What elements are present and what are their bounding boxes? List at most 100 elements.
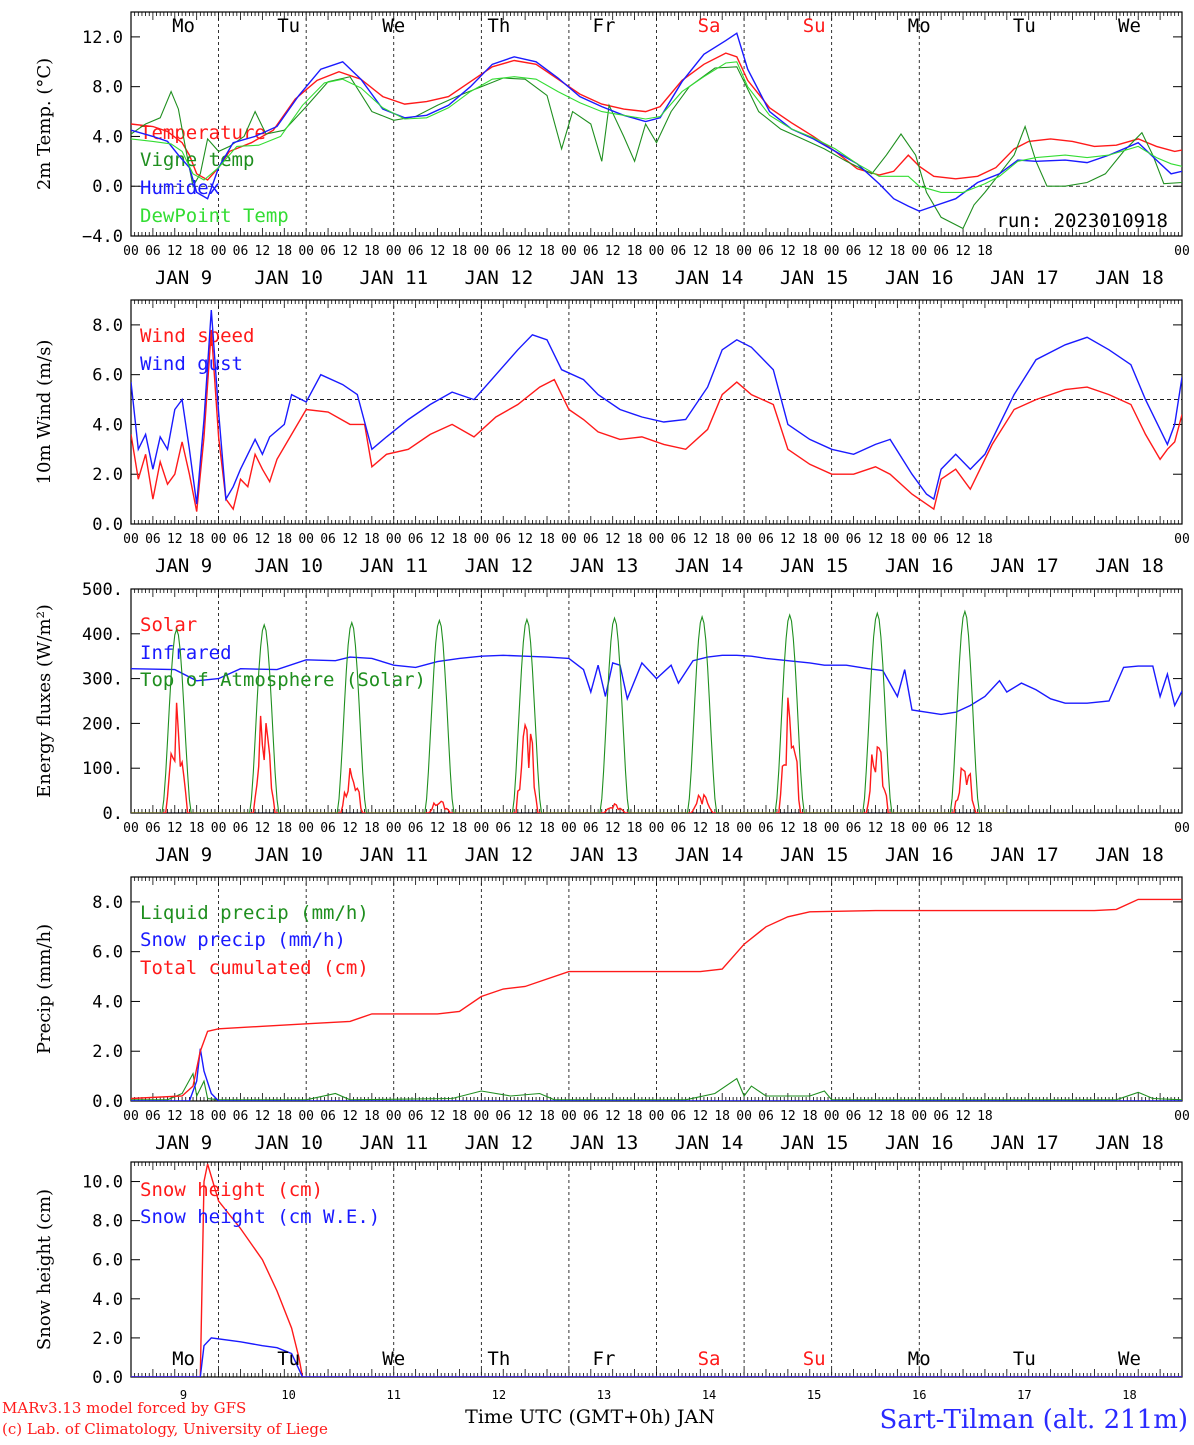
hour-tick-label: 06 — [233, 244, 249, 259]
date-label: JAN 16 — [885, 1132, 954, 1154]
y-tick-label: 0.0 — [92, 515, 123, 535]
hour-tick-label: 00 — [1174, 1109, 1190, 1124]
date-label: JAN 16 — [885, 267, 954, 289]
hour-tick-label: 18 — [627, 244, 643, 259]
hour-tick-label: 00 — [211, 532, 227, 547]
hour-tick-label: 06 — [233, 532, 249, 547]
lab-credit: (c) Lab. of Climatology, University of L… — [2, 1420, 328, 1438]
y-tick-label: 0.0 — [92, 177, 123, 197]
series-line-temperature — [131, 52, 1182, 181]
y-axis-label: 2m Temp. (°C) — [34, 58, 55, 190]
date-label: JAN 11 — [359, 844, 428, 866]
hour-tick-label: 12 — [517, 1109, 533, 1124]
hour-tick-label: 00 — [824, 244, 840, 259]
hour-tick-label: 06 — [408, 244, 424, 259]
hour-tick-label: 18 — [890, 244, 906, 259]
hour-tick-label: 18 — [802, 244, 818, 259]
hour-tick-label: 00 — [211, 1109, 227, 1124]
date-label: JAN 12 — [465, 555, 534, 577]
hour-tick-label: 06 — [583, 244, 599, 259]
series-line-solar — [131, 697, 1007, 813]
hour-tick-label: 12 — [255, 532, 271, 547]
hour-tick-label: 06 — [758, 1109, 774, 1124]
hour-tick-label: 00 — [824, 1109, 840, 1124]
y-tick-label: 200. — [82, 714, 123, 734]
hour-tick-label: 12 — [167, 244, 183, 259]
hour-tick-label: 00 — [474, 532, 490, 547]
hour-tick-label: 00 — [911, 244, 927, 259]
hour-tick-label: 12 — [955, 821, 971, 836]
run-label: run: 2023010918 — [996, 210, 1168, 232]
y-tick-label: 8.0 — [92, 1212, 123, 1232]
hour-tick-label: 00 — [736, 244, 752, 259]
x-axis-label: Time UTC (GMT+0h) JAN — [465, 1406, 715, 1428]
day-number: 18 — [1122, 1388, 1136, 1402]
legend-entry: Temperature — [140, 122, 266, 144]
station-name: Sart-Tilman (alt. 211m) — [879, 1405, 1188, 1435]
y-tick-label: 0.0 — [92, 1368, 123, 1388]
hour-tick-label: 18 — [627, 1109, 643, 1124]
hour-tick-label: 18 — [890, 821, 906, 836]
hour-tick-label: 18 — [977, 821, 993, 836]
day-number: 13 — [597, 1388, 611, 1402]
panel-frame-1 — [130, 299, 1183, 525]
hour-tick-label: 06 — [933, 532, 949, 547]
hour-tick-label: 12 — [167, 532, 183, 547]
legend-entry: Vigne temp — [140, 149, 254, 171]
series-line-snow-height-cm- — [131, 1163, 1182, 1377]
date-label: JAN 14 — [675, 267, 744, 289]
hour-tick-label: 12 — [780, 821, 796, 836]
y-tick-label: 4.0 — [92, 1290, 123, 1310]
hour-tick-label: 06 — [320, 532, 336, 547]
y-tick-label: 4.0 — [92, 415, 123, 435]
y-tick-label: 6.0 — [92, 366, 123, 386]
hour-tick-label: 06 — [495, 821, 511, 836]
day-number: 9 — [180, 1388, 187, 1402]
hour-tick-label: 18 — [276, 1109, 292, 1124]
hour-tick-label: 00 — [911, 1109, 927, 1124]
weekday-label: Su — [803, 15, 826, 37]
hour-tick-label: 06 — [758, 821, 774, 836]
hour-tick-label: 00 — [649, 244, 665, 259]
hour-tick-label: 12 — [517, 821, 533, 836]
hour-tick-label: 12 — [430, 821, 446, 836]
legend-entry: Snow height (cm) — [140, 1179, 323, 1201]
hour-tick-label: 18 — [714, 244, 730, 259]
hour-tick-label: 00 — [386, 821, 402, 836]
hour-tick-label: 18 — [802, 1109, 818, 1124]
hour-tick-label: 00 — [911, 821, 927, 836]
hour-tick-label: 06 — [671, 532, 687, 547]
weekday-label: Th — [487, 15, 510, 37]
date-label: JAN 10 — [254, 1132, 323, 1154]
hour-tick-label: 00 — [561, 244, 577, 259]
weekday-label: Sa — [698, 15, 721, 37]
y-tick-label: 8.0 — [92, 316, 123, 336]
hour-tick-label: 06 — [145, 532, 161, 547]
hour-tick-label: 06 — [408, 821, 424, 836]
date-label: JAN 11 — [359, 1132, 428, 1154]
y-tick-label: 2.0 — [92, 465, 123, 485]
hour-tick-label: 12 — [255, 821, 271, 836]
hour-tick-label: 12 — [692, 1109, 708, 1124]
legend-entry: Snow height (cm W.E.) — [140, 1206, 380, 1228]
hour-tick-label: 18 — [364, 532, 380, 547]
weekday-label: Fr — [593, 15, 616, 37]
hour-tick-label: 06 — [846, 532, 862, 547]
series-line-top-of-atmosphere-solar- — [131, 609, 1007, 813]
hour-tick-label: 06 — [846, 1109, 862, 1124]
hour-tick-label: 00 — [474, 1109, 490, 1124]
hour-tick-label: 18 — [714, 532, 730, 547]
y-tick-label: 6.0 — [92, 1251, 123, 1271]
weekday-label: Mo — [908, 1348, 931, 1370]
hour-tick-label: 00 — [1174, 532, 1190, 547]
hour-tick-label: 06 — [320, 821, 336, 836]
hour-tick-label: 18 — [539, 821, 555, 836]
hour-tick-label: 06 — [320, 244, 336, 259]
weekday-label: We — [382, 1348, 405, 1370]
model-credit: MARv3.13 model forced by GFS — [2, 1399, 246, 1417]
legend-entry: Top of Atmosphere (Solar) — [140, 669, 426, 691]
y-tick-label: 0. — [103, 804, 123, 824]
date-label: JAN 14 — [675, 1132, 744, 1154]
hour-tick-label: 12 — [430, 244, 446, 259]
legend-entry: Infrared — [140, 642, 232, 664]
